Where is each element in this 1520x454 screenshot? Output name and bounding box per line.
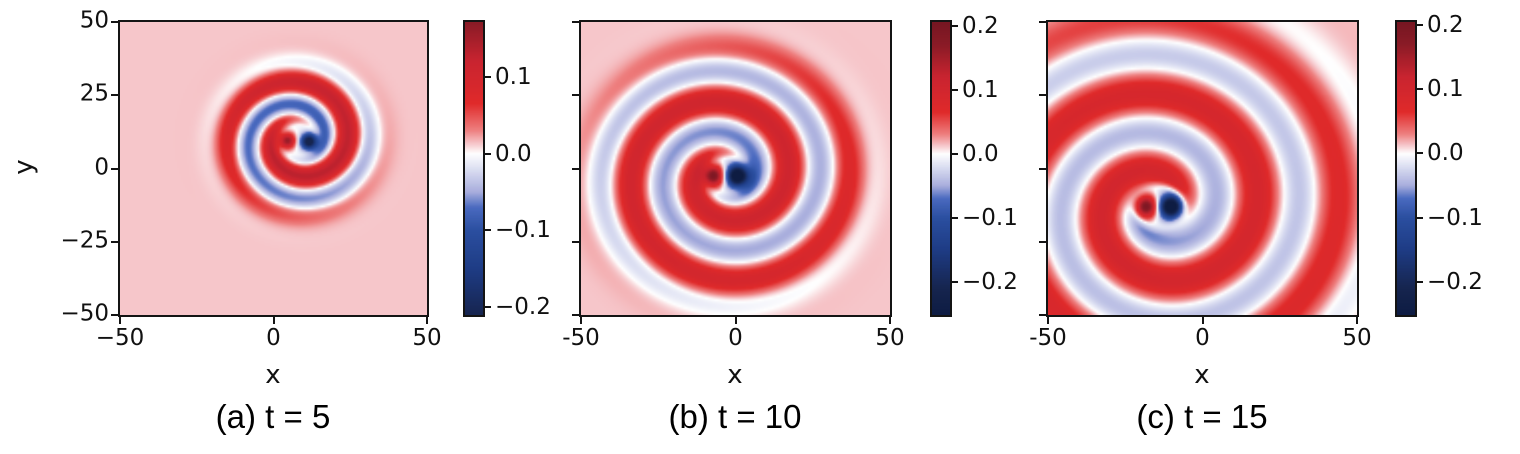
x-tick	[119, 317, 121, 324]
colorbar-tick-label: −0.2	[1427, 268, 1483, 295]
y-axis-label: y	[9, 159, 39, 175]
y-tick	[1039, 314, 1046, 316]
caption-c: (c) t = 15	[1136, 398, 1268, 435]
x-tick-label: 0	[728, 325, 743, 351]
y-tick-label: 50	[79, 7, 109, 34]
colorbar-tick-label: 0.2	[962, 12, 999, 39]
panel-c-colorbar-gradient	[1397, 22, 1415, 315]
colorbar-tick	[952, 24, 958, 27]
y-tick	[1039, 21, 1046, 23]
y-tick-label: −25	[60, 227, 109, 254]
colorbar-tick	[952, 152, 958, 155]
colorbar-tick-label: 0.0	[962, 140, 999, 167]
colorbar-tick	[1417, 216, 1423, 219]
colorbar-tick	[485, 75, 491, 78]
colorbar-tick	[952, 216, 958, 219]
panel-a-colorbar-gradient	[465, 22, 483, 315]
colorbar-tick	[1417, 24, 1423, 27]
x-tick-label: 0	[1195, 325, 1210, 351]
panel-c-heatmap	[1048, 22, 1357, 315]
colorbar-tick	[1417, 88, 1423, 91]
panel-b-colorbar: 0.2 0.1 0.0 −0.1 −0.2	[930, 13, 1018, 317]
colorbar-tick-label: −0.2	[495, 294, 551, 321]
y-tick	[572, 94, 579, 97]
colorbar-tick-label: 0.1	[495, 63, 532, 90]
panel-a-heatmap	[120, 22, 427, 315]
y-tick-label: 0	[94, 154, 109, 181]
panel-a-plot: −50 0 50 50 25 0 −25 −50	[60, 8, 441, 351]
y-tick-label: −50	[60, 300, 109, 327]
y-tick	[1039, 167, 1046, 170]
x-tick	[734, 317, 737, 324]
x-tick	[426, 317, 428, 324]
y-tick	[572, 240, 579, 243]
colorbar-tick-label: 0.0	[1427, 140, 1464, 167]
y-tick	[111, 240, 118, 243]
x-tick	[272, 317, 275, 324]
x-tick	[580, 317, 582, 324]
panel-c-colorbar: 0.2 0.1 0.0 −0.1 −0.2	[1395, 12, 1483, 317]
x-tick	[1201, 317, 1204, 324]
y-tick	[111, 94, 118, 97]
panel-a-colorbar: 0.1 0.0 −0.1 −0.2	[463, 20, 551, 320]
x-tick-label: -50	[1029, 325, 1067, 351]
x-axis-label-a: x	[265, 360, 281, 390]
x-axis-label-c: x	[1194, 360, 1210, 390]
y-tick	[111, 21, 118, 23]
colorbar-tick-label: 0.0	[495, 140, 532, 167]
y-tick	[111, 314, 118, 316]
colorbar-tick	[485, 306, 491, 309]
x-tick-label: 50	[875, 325, 905, 351]
y-tick-label: 25	[79, 80, 109, 107]
x-tick	[889, 317, 891, 324]
colorbar-tick	[952, 88, 958, 91]
colorbar-tick	[485, 152, 491, 155]
x-tick-label: -50	[562, 325, 600, 351]
x-tick-label: 50	[1342, 325, 1372, 351]
y-tick	[1039, 240, 1046, 243]
x-axis-label-b: x	[727, 360, 743, 390]
x-tick-label: 0	[266, 325, 281, 351]
colorbar-tick	[952, 280, 958, 283]
colorbar-tick-label: −0.1	[962, 204, 1018, 231]
colorbar-tick-label: 0.1	[1427, 76, 1464, 103]
caption-a: (a) t = 5	[215, 398, 331, 435]
colorbar-tick-label: −0.1	[495, 217, 551, 244]
colorbar-tick	[485, 229, 491, 232]
caption-b: (b) t = 10	[668, 398, 802, 435]
y-tick	[111, 167, 118, 170]
colorbar-tick-label: −0.2	[962, 268, 1018, 295]
colorbar-tick-label: −0.1	[1427, 204, 1483, 231]
panel-b-heatmap	[581, 22, 890, 315]
y-tick	[572, 21, 579, 23]
x-tick	[1047, 317, 1049, 324]
y-tick	[1039, 94, 1046, 97]
colorbar-tick-label: 0.2	[1427, 12, 1464, 39]
colorbar-tick-label: 0.1	[962, 76, 999, 103]
x-tick-label: 50	[412, 325, 442, 351]
y-tick	[572, 167, 579, 170]
y-tick	[572, 314, 579, 316]
colorbar-tick	[1417, 280, 1423, 283]
x-tick-label: −50	[95, 325, 145, 351]
panel-b-plot: -50 0 50	[562, 20, 905, 351]
x-tick	[1356, 317, 1358, 324]
panel-b-colorbar-gradient	[932, 22, 950, 315]
panel-c-plot: -50 0 50	[1029, 20, 1372, 351]
colorbar-tick	[1417, 152, 1423, 155]
